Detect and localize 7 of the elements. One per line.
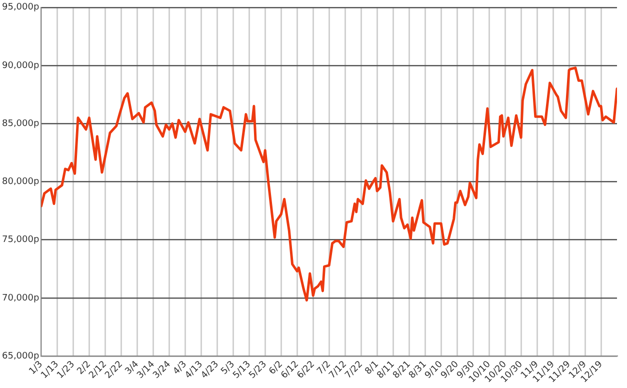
y-tick-label: 75,000p bbox=[2, 235, 40, 246]
y-tick-label: 90,000p bbox=[2, 60, 40, 71]
y-tick-label: 85,000p bbox=[2, 118, 40, 129]
y-tick-label: 80,000p bbox=[2, 177, 40, 188]
y-tick-label: 70,000p bbox=[2, 293, 40, 304]
y-tick-label: 95,000p bbox=[2, 2, 40, 13]
y-tick-label: 65,000p bbox=[2, 351, 40, 362]
